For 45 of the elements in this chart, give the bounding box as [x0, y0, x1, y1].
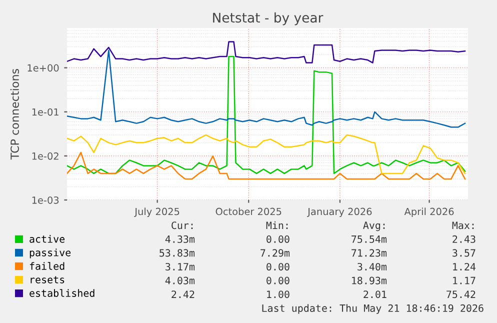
text: 3.17m	[166, 262, 195, 271]
text: 1.00	[267, 290, 290, 298]
y-tick-label: 1e+00	[28, 64, 59, 72]
text: Min:	[266, 221, 288, 229]
legend-label: active	[30, 235, 65, 243]
line-series	[67, 56, 466, 174]
text: Avg:	[363, 222, 385, 232]
legend-label: resets	[30, 276, 64, 284]
text: 2.01	[364, 290, 386, 298]
text: 71.23m	[352, 249, 387, 257]
y-tick-label: 1e-02	[32, 152, 58, 160]
text: 2.42	[172, 290, 194, 298]
text: 4.03m	[165, 276, 195, 284]
text: 1.17	[453, 276, 476, 284]
text: Max:	[452, 222, 474, 230]
y-tick-label: 1e-03	[32, 196, 59, 204]
text: 4.33m	[165, 235, 195, 243]
x-tick-label: January 2026	[307, 208, 372, 218]
x-tick-label: April 2026	[404, 208, 454, 218]
text: 75.54m	[352, 235, 387, 243]
line-series	[67, 152, 466, 180]
legend-label: passive	[30, 248, 71, 258]
text: 0.00	[266, 276, 290, 284]
line-series	[67, 50, 466, 128]
text: 3.57	[452, 249, 476, 257]
y-tick-label: 1e-01	[32, 108, 58, 116]
x-tick-label: July 2025	[134, 208, 180, 218]
y-axis-title: TCP connections	[10, 68, 19, 160]
text: Last update: Thu May 21 18:46:19 2026	[262, 304, 484, 314]
text: 3.40m	[358, 262, 387, 271]
legend-label: established	[30, 289, 94, 297]
text: 75.42	[446, 290, 476, 298]
text: 2.43	[452, 235, 476, 243]
line-series	[67, 134, 466, 174]
text: Cur:	[172, 222, 193, 230]
x-tick-label: October 2025	[216, 208, 282, 216]
text: 1.24	[453, 262, 476, 270]
chart-title: Netstat - by year	[213, 12, 324, 26]
text: 53.83m	[160, 249, 195, 257]
line-series	[67, 41, 466, 64]
text: 18.93m	[352, 276, 387, 284]
legend-label: failed	[30, 262, 64, 270]
text: 0.00	[266, 262, 290, 271]
text: 0.00	[266, 235, 290, 243]
text: 7.29m	[260, 249, 290, 257]
